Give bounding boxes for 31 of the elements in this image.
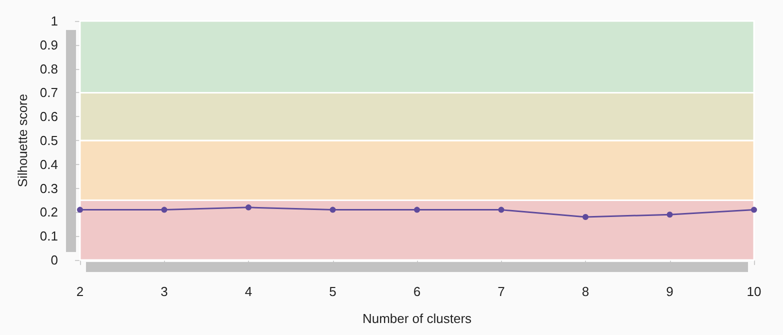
y-axis-title: Silhouette score — [15, 94, 30, 188]
x-tick-label: 6 — [413, 284, 421, 299]
y-tick-label: 1 — [50, 14, 58, 28]
point — [582, 214, 588, 220]
y-tick-label: 0.3 — [40, 180, 58, 196]
x-tick-label: 5 — [329, 284, 336, 299]
point — [498, 206, 504, 213]
point — [330, 206, 336, 213]
x-tick-label: 7 — [498, 284, 505, 299]
point — [751, 206, 757, 213]
y-tick-label: 0.4 — [40, 156, 58, 172]
x-tick-label: 8 — [582, 284, 590, 299]
point — [77, 206, 83, 213]
point — [161, 206, 168, 213]
y-tick-label: 0 — [50, 252, 58, 268]
point — [246, 204, 252, 210]
y-tick-label: 0.5 — [40, 133, 58, 148]
x-tick-label: 9 — [666, 284, 674, 299]
x-tick-label: 2 — [76, 284, 84, 299]
y-tick-label: 0.1 — [40, 228, 58, 244]
point — [666, 212, 673, 218]
point — [414, 206, 420, 213]
y-tick-label: 0.2 — [40, 204, 58, 220]
x-axis-title: Number of clusters — [362, 311, 472, 326]
y-tick-label: 0.7 — [40, 85, 58, 100]
y-tick-label: 0.6 — [40, 109, 58, 124]
x-tick-label: 3 — [160, 284, 168, 299]
y-tick-label: 0.8 — [40, 61, 58, 76]
x-tick-label: 10 — [746, 284, 762, 299]
x-tick-label: 4 — [244, 284, 252, 299]
y-tick-label: 0.9 — [40, 37, 58, 52]
